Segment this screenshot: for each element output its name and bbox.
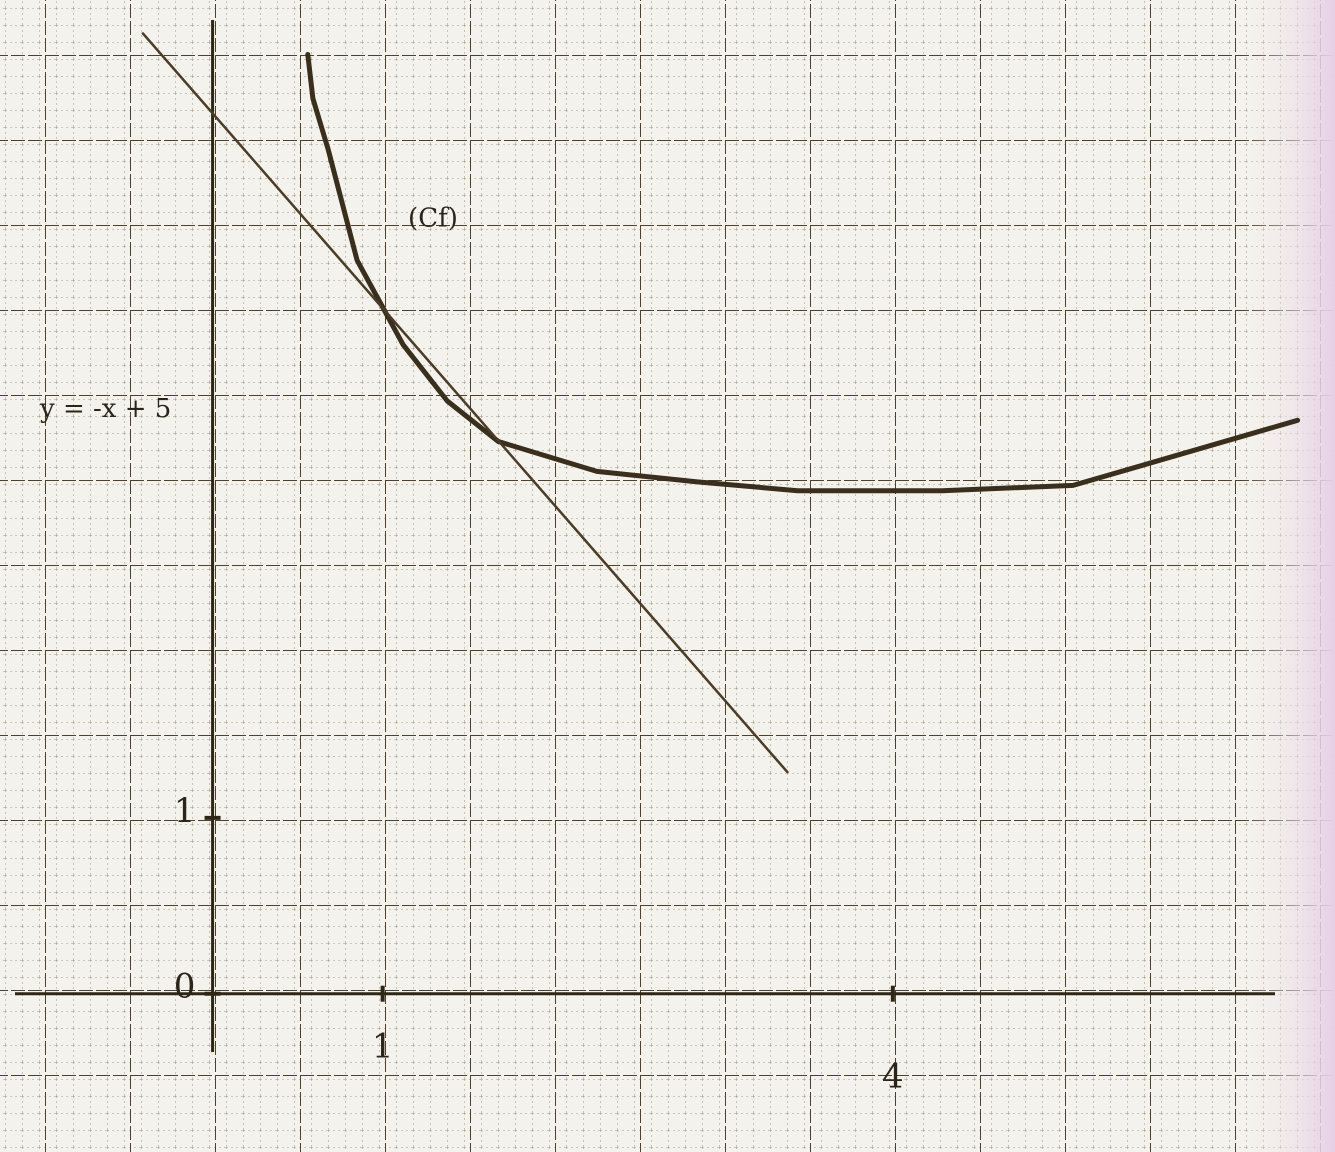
page-edge [1240, 0, 1335, 1152]
curve-label: (Cf) [408, 204, 458, 234]
x-tick-label: 4 [882, 1057, 904, 1097]
tangent-label: y = -x + 5 [39, 394, 171, 424]
y-tick-label: 1 [174, 791, 196, 831]
y-tick-label: 0 [174, 967, 196, 1007]
x-tick-label: 1 [372, 1027, 394, 1067]
series-line [141, 32, 789, 774]
plot: 1 4 0 1 (Cf) [15, 20, 1301, 1097]
